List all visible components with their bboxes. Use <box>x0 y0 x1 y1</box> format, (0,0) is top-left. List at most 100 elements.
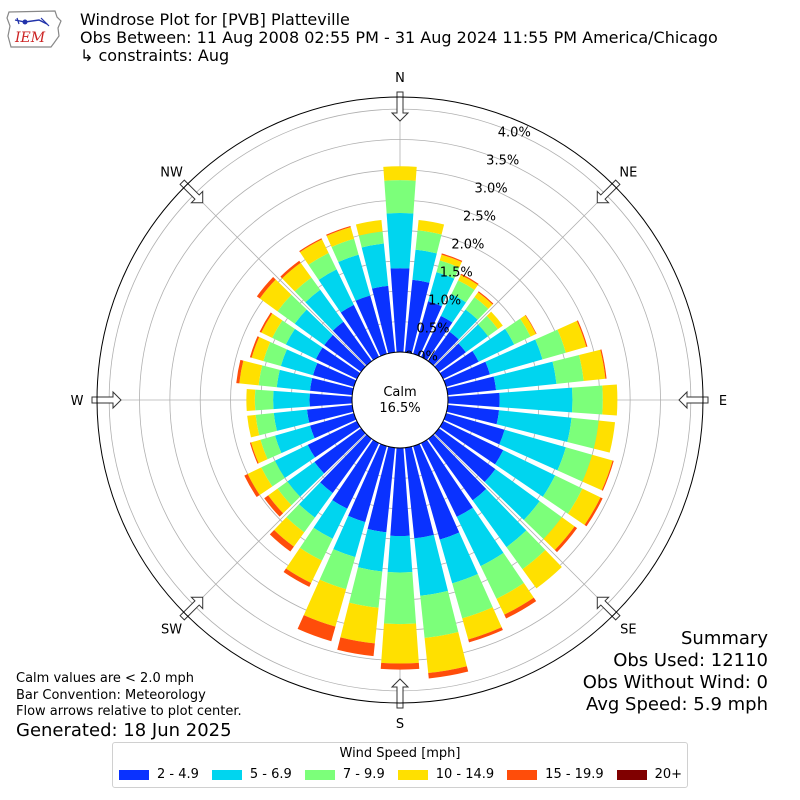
legend-swatch <box>304 769 335 780</box>
legend-label: 7 - 9.9 <box>342 767 385 782</box>
windrose-bar-segment <box>413 443 460 540</box>
windrose-bar-segment <box>465 297 489 320</box>
plot-frame <box>96 96 704 704</box>
windrose-bar-segment <box>584 497 603 527</box>
windrose-bar-segment <box>251 439 268 464</box>
windrose-bar-segment <box>504 597 537 619</box>
windrose-bar-segment <box>320 434 372 493</box>
legend-label: 15 - 19.9 <box>545 767 604 782</box>
windrose-bar-segment <box>307 420 361 458</box>
windrose-bar-segment <box>499 387 573 413</box>
windrose-bar-segment <box>439 254 462 268</box>
windrose-bar-segment <box>468 627 503 643</box>
windrose-bar-segment <box>314 428 366 474</box>
windrose-bar-segment <box>493 361 557 391</box>
radial-tick-label: 4.0% <box>498 125 531 140</box>
legend-title: Wind Speed [mph] <box>339 746 461 761</box>
windrose-bar-segment <box>452 574 493 619</box>
windrose-bar-segment <box>441 253 463 262</box>
windrose-bar-segment <box>428 272 455 307</box>
windrose-bar-segment <box>303 579 347 627</box>
windrose-bar-segment <box>478 315 498 337</box>
summary-obs-without-wind: Obs Without Wind: 0 <box>582 672 768 693</box>
windrose-bars <box>236 166 618 679</box>
compass-label-nw: NW <box>160 166 183 181</box>
windrose-bar-segment <box>380 662 420 670</box>
windrose-bar-segment <box>349 567 383 608</box>
windrose-bar-segment <box>331 238 359 262</box>
windrose-bar-segment <box>451 280 475 303</box>
direction-arrows <box>91 91 709 709</box>
compass-label-w: W <box>71 394 84 409</box>
windrose-bar-segment <box>420 315 453 361</box>
windrose-bar-segment <box>308 253 337 280</box>
windrose-bar-segment <box>428 434 487 501</box>
windrose-bar-segment <box>259 312 273 333</box>
radial-tick-label: 0.5% <box>416 322 449 337</box>
windrose-bar-segment <box>315 347 361 380</box>
windrose-bar-segment <box>318 269 354 313</box>
windrose-bar-segment <box>579 349 606 382</box>
windrose-bar-segment <box>247 467 273 495</box>
radial-ticks: 0.0%0.5%1.0%1.5%2.0%2.5%3.0%3.5%4.0% <box>405 125 531 364</box>
windrose-bar-segment <box>593 420 616 453</box>
legend-swatch <box>507 769 538 780</box>
windrose-bar-segment <box>247 414 260 438</box>
windrose-bar-segment <box>414 534 448 596</box>
windrose-bar-segment <box>309 377 354 396</box>
windrose-bar-segment <box>357 528 387 572</box>
legend-item: 15 - 19.9 <box>507 767 604 782</box>
chart-title: Windrose Plot for [PVB] Platteville <box>80 10 350 29</box>
flow-arrows-note: Flow arrows relative to plot center. <box>16 704 242 719</box>
windrose-bar-segment <box>542 475 583 514</box>
windrose-bar-segment <box>506 530 546 570</box>
windrose-bar-segment <box>505 318 531 345</box>
windrose-bar-segment <box>298 482 333 518</box>
windrose-bar-segment <box>486 311 503 330</box>
windrose-bar-segment <box>472 488 527 548</box>
calm-label: Calm <box>383 385 416 400</box>
windrose-bar-segment <box>276 369 313 391</box>
windrose-bar-segment <box>434 343 466 372</box>
constraints-line: ↳ constraints: Aug <box>80 46 230 65</box>
compass-label-s: S <box>396 717 404 732</box>
generated-date: Generated: 18 Jun 2025 <box>16 720 232 741</box>
windrose-bar-segment <box>355 219 383 236</box>
windrose-bar-segment <box>525 314 537 334</box>
legend-label: 5 - 6.9 <box>249 767 292 782</box>
windrose-bar-segment <box>439 532 478 584</box>
windrose-bar-segment <box>485 339 543 375</box>
windrose-bar-segment <box>384 180 416 214</box>
windrose-bar-segment <box>499 429 566 471</box>
windrose-bar-segment <box>557 320 587 353</box>
windrose-bar-segment <box>299 238 323 253</box>
summary-avg-speed: Avg Speed: 5.9 mph <box>586 694 768 715</box>
windrose-bar-segment <box>523 501 562 540</box>
windrose-bar-segment <box>251 337 271 362</box>
compass-labels: N NE E SE S SW W NW <box>71 71 728 732</box>
windrose-bar-segment <box>449 309 478 340</box>
windrose-bar-segment <box>439 350 479 380</box>
windrose-bar-segment <box>340 602 379 644</box>
windrose-bar-segment <box>294 309 333 346</box>
windrose-bar-segment <box>520 315 537 337</box>
windrose-bar-segment <box>254 389 274 411</box>
legend-swatch <box>211 769 242 780</box>
legend-label: 20+ <box>654 767 683 782</box>
windrose-bar-segment <box>543 517 575 551</box>
windrose-bar-segment <box>434 428 496 482</box>
legend-swatch <box>397 769 428 780</box>
flow-arrow-icon <box>678 390 709 410</box>
windrose-bar-segment <box>299 239 329 265</box>
windrose-bar-segment <box>404 446 434 539</box>
windrose-bar-segment <box>361 243 389 289</box>
windrose-bar-segment <box>522 550 562 589</box>
windrose-bar-segment <box>582 454 613 491</box>
legend-label: 10 - 14.9 <box>435 767 495 782</box>
windrose-bar-segment <box>326 227 355 248</box>
windrose-bar-segment <box>324 334 366 372</box>
compass-label-e: E <box>719 394 727 409</box>
windrose-bar-segment <box>297 615 336 642</box>
windrose-bar-segment <box>387 535 413 573</box>
windrose-bar-segment <box>415 230 442 254</box>
